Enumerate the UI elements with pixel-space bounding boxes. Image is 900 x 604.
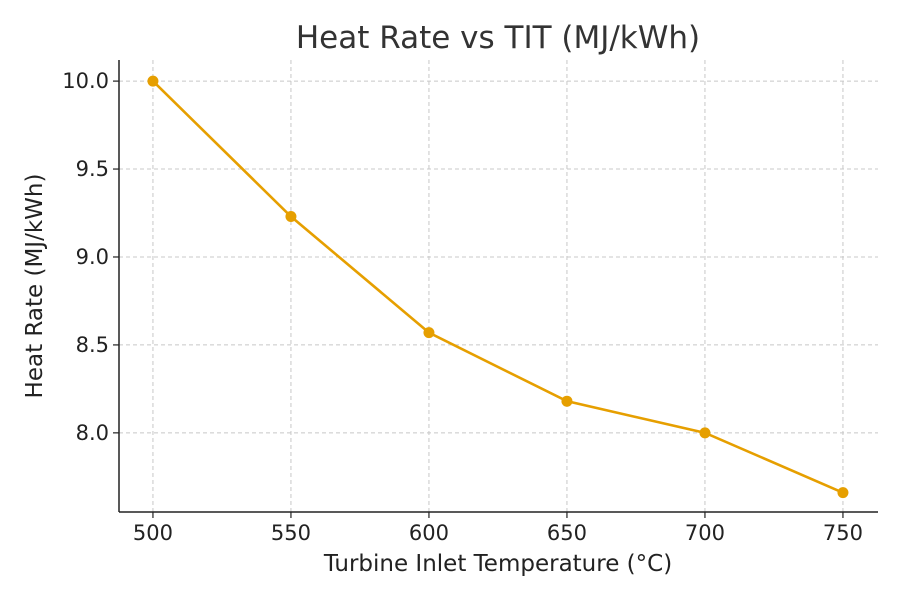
series-line — [152, 80, 844, 494]
y-tick-label: 8.5 — [76, 333, 109, 357]
x-tick-label: 650 — [547, 521, 587, 545]
x-tick-label: 750 — [823, 521, 863, 545]
y-tick-label: 8.0 — [76, 421, 109, 445]
x-tick-label: 700 — [685, 521, 725, 545]
data-point — [837, 487, 849, 499]
data-point — [285, 211, 297, 223]
data-point — [561, 395, 573, 407]
y-tick-label: 10.0 — [62, 69, 109, 93]
grid — [119, 60, 878, 512]
ticks: 500 550 600 650 700 750 8.0 8.5 9.0 9.5 10.0 — [62, 69, 863, 545]
y-axis-label: Heat Rate (MJ/kWh) — [22, 174, 48, 399]
series — [147, 75, 849, 499]
data-point — [423, 327, 435, 339]
x-tick-label: 550 — [271, 521, 311, 545]
y-tick-label: 9.5 — [76, 157, 109, 181]
x-tick-label: 600 — [409, 521, 449, 545]
y-tick-label: 9.0 — [76, 245, 109, 269]
chart-title: Heat Rate vs TIT (MJ/kWh) — [296, 20, 700, 56]
x-axis-label: Turbine Inlet Temperature (°C) — [323, 551, 672, 577]
data-point — [147, 75, 159, 87]
data-point — [699, 427, 711, 439]
x-tick-label: 500 — [133, 521, 173, 545]
